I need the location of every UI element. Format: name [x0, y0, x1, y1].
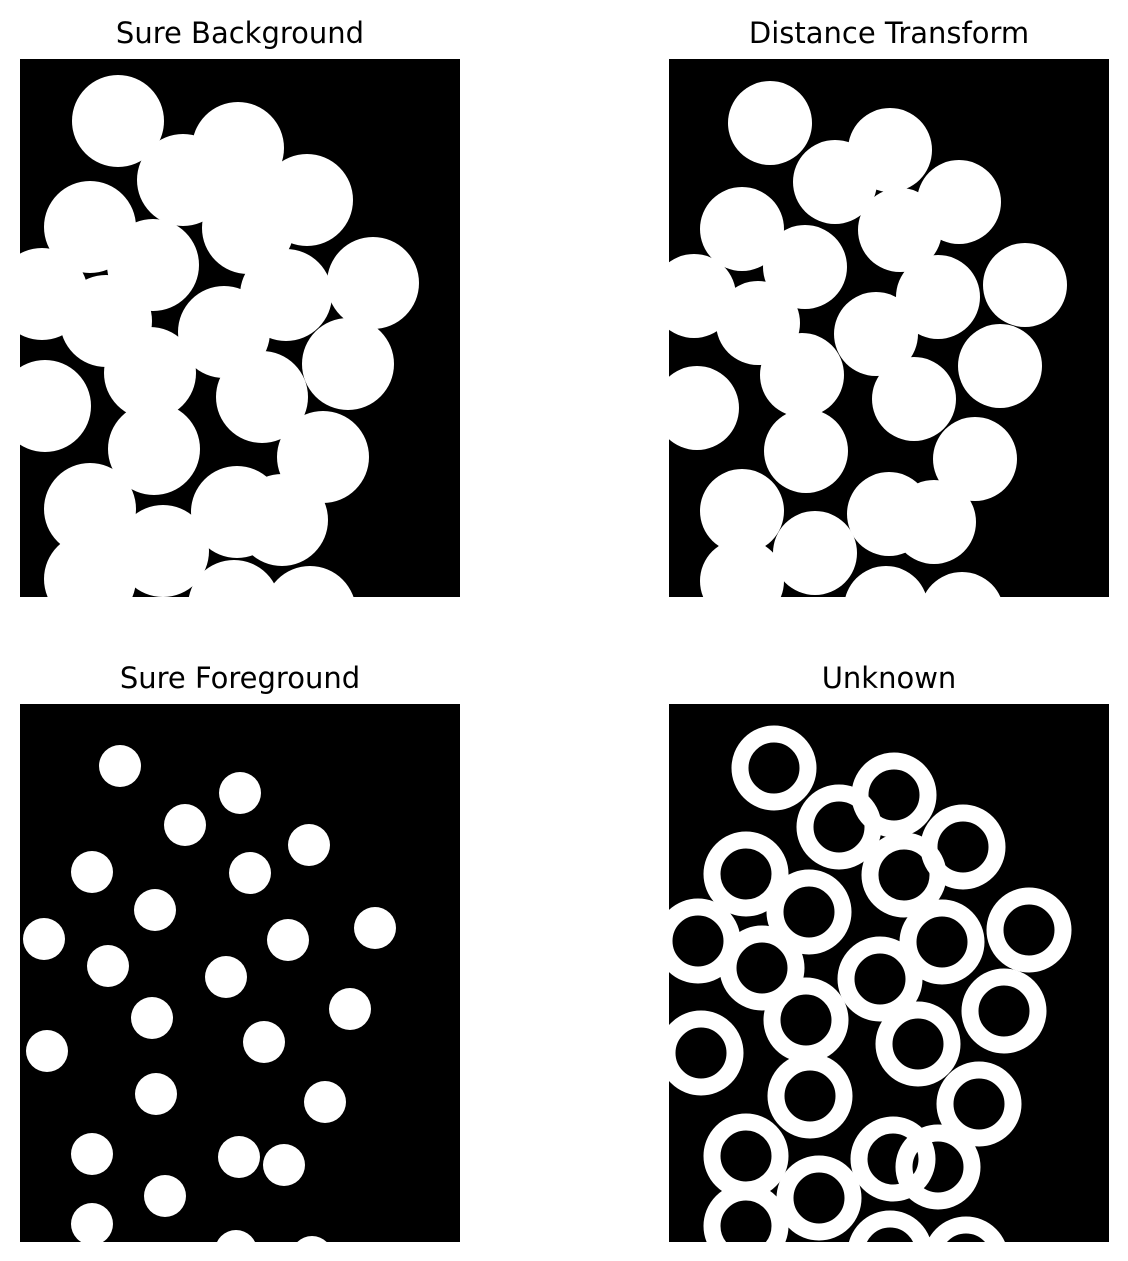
- foreground-core: [71, 1203, 113, 1242]
- panel-title-distance-transform: Distance Transform: [669, 16, 1109, 50]
- foreground-core: [215, 1230, 257, 1242]
- panel-unknown: [669, 704, 1109, 1242]
- unknown-ring: [776, 1062, 844, 1130]
- sure-foreground-image: [20, 704, 460, 1242]
- foreground-core: [243, 1021, 285, 1063]
- background-blob: [264, 566, 356, 597]
- unknown-ring: [995, 896, 1063, 964]
- panel-distance-transform: [669, 59, 1109, 597]
- foreground-core: [135, 1073, 177, 1115]
- foreground-core: [219, 772, 261, 814]
- foreground-core: [164, 804, 206, 846]
- unknown-ring: [904, 1133, 972, 1201]
- distance-blob: [764, 409, 848, 493]
- foreground-core: [288, 824, 330, 866]
- background-blob: [20, 360, 91, 452]
- unknown-ring: [945, 1070, 1013, 1138]
- foreground-core: [229, 852, 271, 894]
- background-blob: [327, 237, 419, 329]
- panel-sure-foreground: [20, 704, 460, 1242]
- foreground-core: [23, 918, 65, 960]
- panel-sure-background: [20, 59, 460, 597]
- background-blob: [236, 474, 328, 566]
- foreground-core: [291, 1236, 333, 1242]
- distance-blob: [760, 333, 844, 417]
- panel-title-unknown: Unknown: [669, 661, 1109, 695]
- unknown-ring: [846, 945, 914, 1013]
- distance-blob: [983, 243, 1067, 327]
- panel-title-sure-foreground: Sure Foreground: [20, 661, 460, 695]
- distance-blob: [872, 357, 956, 441]
- distance-blob: [773, 511, 857, 595]
- unknown-ring: [856, 1219, 924, 1242]
- foreground-core: [26, 1030, 68, 1072]
- background-blob: [302, 318, 394, 410]
- distance-blob: [920, 572, 1004, 597]
- distance-blob: [958, 324, 1042, 408]
- unknown-ring: [772, 986, 840, 1054]
- distance-transform-image: [669, 59, 1109, 597]
- distance-blob: [669, 366, 739, 450]
- distance-blob: [892, 480, 976, 564]
- unknown-ring: [932, 1225, 1000, 1242]
- unknown-ring: [740, 734, 808, 802]
- foreground-core: [134, 889, 176, 931]
- unknown-ring: [712, 1192, 780, 1242]
- unknown-ring: [785, 1164, 853, 1232]
- unknown-ring: [870, 841, 938, 909]
- foreground-core: [304, 1081, 346, 1123]
- foreground-core: [71, 1133, 113, 1175]
- distance-blob: [844, 566, 928, 597]
- foreground-core: [205, 956, 247, 998]
- foreground-core: [87, 945, 129, 987]
- distance-blob: [700, 539, 784, 597]
- foreground-core: [71, 851, 113, 893]
- foreground-core: [329, 988, 371, 1030]
- foreground-core: [218, 1136, 260, 1178]
- panel-title-sure-background: Sure Background: [20, 16, 460, 50]
- foreground-core: [144, 1175, 186, 1217]
- foreground-core: [131, 997, 173, 1039]
- unknown-ring: [712, 1122, 780, 1190]
- foreground-core: [354, 907, 396, 949]
- unknown-ring: [669, 1019, 735, 1087]
- sure-background-image: [20, 59, 460, 597]
- unknown-image: [669, 704, 1109, 1242]
- unknown-ring: [970, 977, 1038, 1045]
- distance-blob: [728, 81, 812, 165]
- foreground-core: [99, 745, 141, 787]
- foreground-core: [267, 919, 309, 961]
- unknown-ring: [884, 1010, 952, 1078]
- foreground-core: [263, 1144, 305, 1186]
- unknown-ring: [805, 793, 873, 861]
